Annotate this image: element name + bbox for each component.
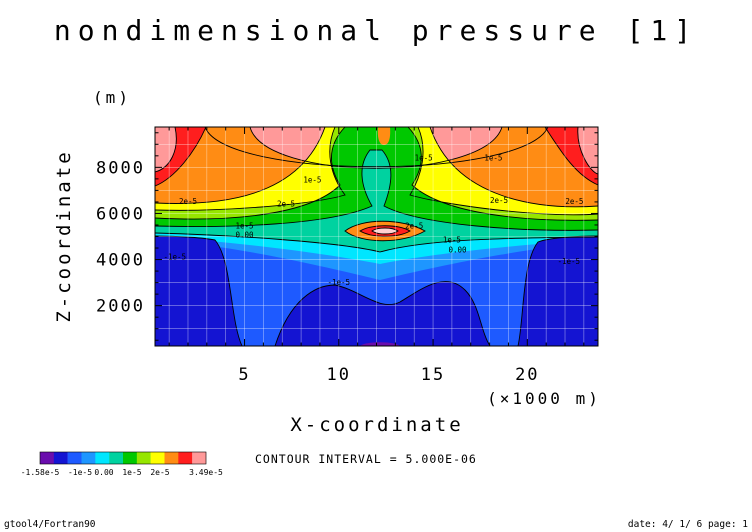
contour-labels: 2e-5 2e-51e-51e-5 1e-52e-5 2e-51e-50.002e-5…: [164, 153, 584, 286]
contour-label: 1e-5: [236, 221, 254, 230]
y-tick-label: 8000: [96, 158, 145, 178]
region-center-pink: [372, 228, 398, 234]
contour-label: 1e-5: [484, 153, 502, 162]
contour-label: 2e-5: [405, 221, 423, 230]
contour-line-center-1: [344, 220, 426, 242]
region-dark-blue-left: [155, 236, 242, 346]
contour-line-5e6: [155, 149, 598, 231]
contour-label: 1e-5: [443, 235, 461, 244]
contour-lines: [155, 127, 598, 346]
colorbar-swatch: [164, 452, 179, 464]
region-purple-strip: [360, 342, 400, 346]
contour-line-upper-arc-1: [204, 127, 549, 168]
colorbar-swatch: [178, 452, 193, 464]
contour-label: 2e-5: [277, 200, 295, 209]
colorbar-label: 1e-5: [122, 468, 141, 477]
colorbar-swatch: [150, 452, 165, 464]
y-tick-label: 2000: [96, 297, 145, 317]
contour-line-upper-arc-2: [249, 127, 503, 169]
colorbar-label: 2e-5: [150, 468, 169, 477]
colorbar-swatch: [40, 452, 55, 464]
contour-label: -1e-5: [164, 253, 187, 262]
contour-label: -1e-5: [328, 278, 351, 287]
x-axis-label: X-coordinate: [290, 414, 463, 436]
region-dark-blue-bottom: [275, 281, 490, 346]
y-axis-label: Z-coordinate: [53, 149, 75, 322]
contour-line-15e6: [155, 127, 598, 216]
contour-line-bottom-minus: [274, 281, 491, 346]
contour-label: 1e-5: [415, 153, 433, 162]
contour-label: -1e-5: [557, 257, 580, 266]
y-axis: 2000 4000 6000 8000: [96, 132, 598, 341]
y-tick-label: 4000: [96, 251, 145, 271]
region-dark-blue-right: [518, 236, 598, 346]
contour-line-zero: [155, 232, 598, 253]
colorbar-label: -1e-5: [68, 468, 92, 477]
colorbar-label: 3.49e-5: [189, 468, 223, 477]
x-axis-unit: (×1000 m): [487, 389, 601, 408]
colorbar-swatch: [192, 452, 207, 464]
contour-label: 2e-5: [565, 197, 583, 206]
colorbar-swatch: [95, 452, 110, 464]
x-tick-label: 20: [515, 365, 539, 385]
contour-line-right-1: [544, 127, 598, 186]
colorbar-label: -1.58e-5: [21, 468, 60, 477]
contour-label: 2e-5: [490, 196, 508, 205]
colorbar-swatch: [53, 452, 68, 464]
colorbar-swatch: [81, 452, 96, 464]
colorbar-frame: [39, 451, 207, 465]
colorbar-swatch: [123, 452, 138, 464]
footer-right: date: 4/ 1/ 6 page: 1: [628, 519, 748, 530]
contour-label: 0.00: [449, 246, 468, 255]
y-tick-label: 6000: [96, 204, 145, 224]
contour-label: 1e-5: [303, 175, 321, 184]
x-tick-label: 15: [421, 365, 445, 385]
x-tick-label: 10: [327, 365, 351, 385]
colorbar-swatch: [136, 452, 151, 464]
contour-line-outer-right: [577, 127, 598, 175]
y-axis-unit: (m): [93, 88, 131, 107]
x-axis: 5 10 15 20: [168, 127, 585, 385]
contour-label: 0.00: [236, 231, 255, 240]
contour-line-2e5: [155, 127, 598, 208]
colorbar: -1.58e-5 -1e-5 0.00 1e-5 2e-5 3.49e-5: [21, 451, 223, 477]
contour-interval-text: CONTOUR INTERVAL = 5.000E-06: [255, 452, 477, 466]
contour-label: 2e-5: [179, 197, 197, 206]
grid-lines: [155, 127, 598, 346]
contour-line-center-3: [371, 227, 399, 235]
colorbar-swatch: [109, 452, 124, 464]
footer-left: gtool4/Fortran90: [4, 519, 96, 530]
x-tick-label: 5: [238, 365, 250, 385]
colorbar-label: 0.00: [94, 468, 113, 477]
contour-line-left-1: [155, 127, 207, 187]
colorbar-swatch: [67, 452, 82, 464]
chart-title: nondimensional pressure [1]: [54, 14, 698, 47]
contour-line-center-2: [359, 225, 411, 237]
contour-line-outer-left: [155, 127, 177, 173]
region-top-orange: [377, 127, 391, 145]
